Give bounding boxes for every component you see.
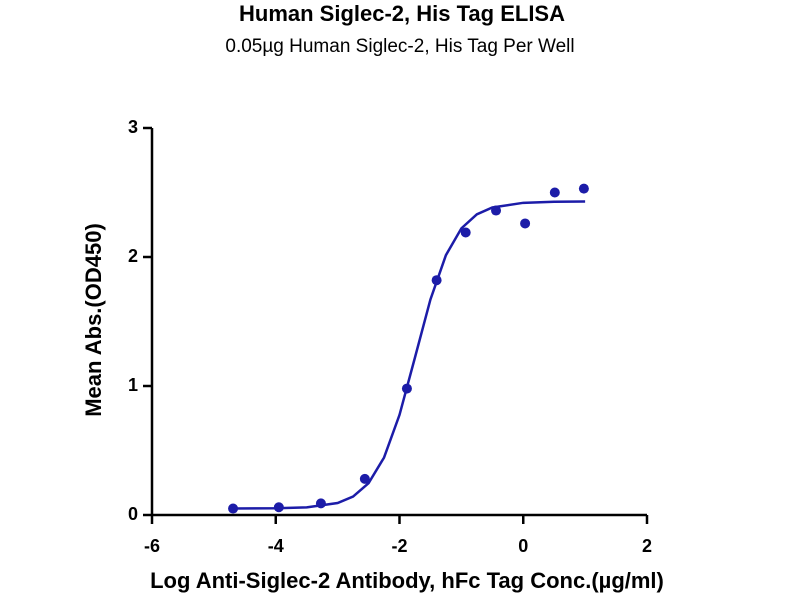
x-tick-label: 2 (642, 536, 652, 556)
y-tick-label: 3 (128, 117, 138, 137)
x-tick-label: -4 (268, 536, 284, 556)
data-point (460, 227, 471, 238)
data-point (359, 473, 370, 484)
y-tick-label: 0 (128, 504, 138, 524)
data-point (578, 183, 589, 194)
y-tick-label: 1 (128, 375, 138, 395)
x-tick-label: -6 (144, 536, 160, 556)
x-tick-label: 0 (518, 536, 528, 556)
x-tick-label: -2 (391, 536, 407, 556)
chart-subtitle: 0.05µg Human Siglec-2, His Tag Per Well (225, 36, 574, 57)
data-point (549, 187, 560, 198)
fit-curve (232, 200, 586, 510)
chart-title: Human Siglec-2, His Tag ELISA (239, 1, 565, 26)
data-point (520, 218, 531, 229)
x-axis-title: Log Anti-Siglec-2 Antibody, hFc Tag Conc… (150, 568, 664, 593)
y-axis-title: Mean Abs.(OD450) (81, 223, 106, 417)
y-tick-label: 2 (128, 246, 138, 266)
